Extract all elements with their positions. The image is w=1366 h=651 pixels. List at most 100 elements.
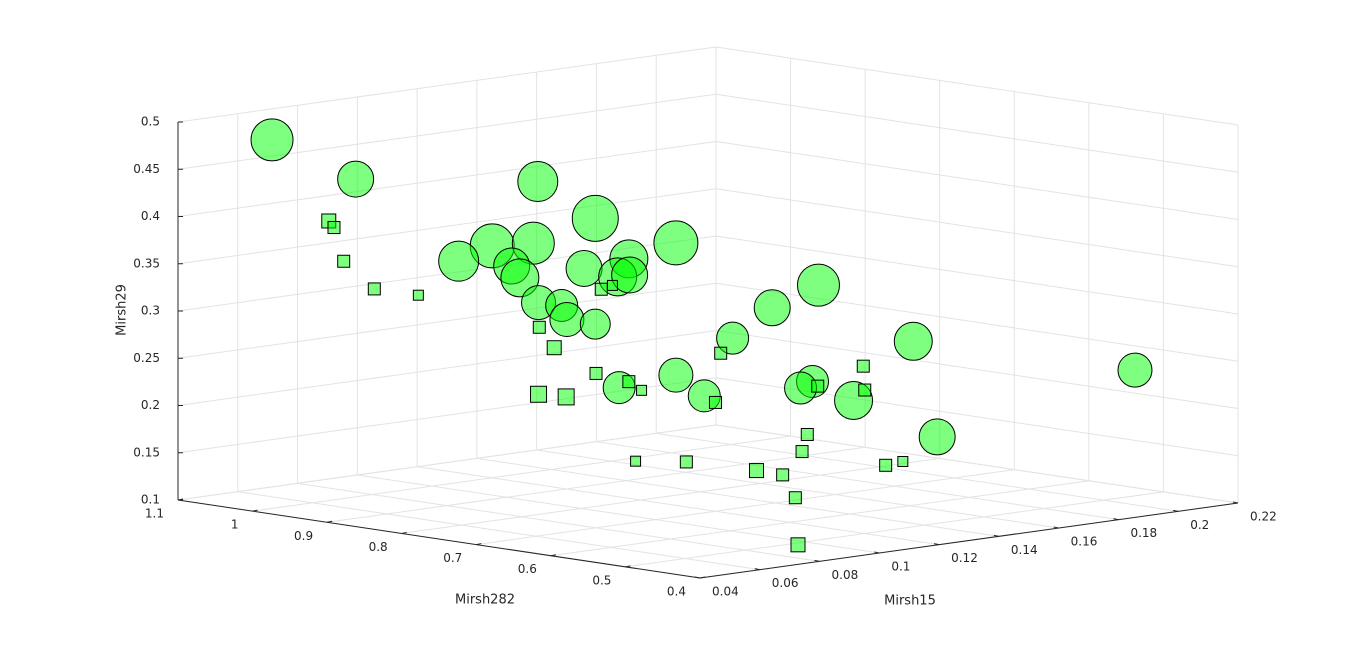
circle-point xyxy=(918,418,956,456)
x-tick-label: 0.12 xyxy=(951,551,978,565)
grid-line xyxy=(237,491,760,571)
y-tick-label: 0.8 xyxy=(369,540,388,554)
y-tick-label: 1 xyxy=(231,518,239,532)
y-tick xyxy=(699,576,706,579)
square-point xyxy=(412,289,424,301)
grid-line xyxy=(177,141,717,217)
grid-line xyxy=(417,466,940,546)
square-point xyxy=(367,282,381,296)
x-tick xyxy=(934,543,940,546)
grid-line xyxy=(596,441,1119,521)
circle-point xyxy=(517,161,559,203)
circle-point xyxy=(893,321,933,361)
z-tick-label: 0.3 xyxy=(141,304,160,318)
y-tick-label: 0.6 xyxy=(518,562,537,576)
square-point xyxy=(630,455,642,467)
y-tick-label: 0.7 xyxy=(443,551,462,565)
square-point xyxy=(557,388,575,406)
y-tick xyxy=(252,509,258,512)
square-point xyxy=(749,463,765,479)
z-tick-label: 0.45 xyxy=(133,162,160,176)
z-tick-label: 0.25 xyxy=(133,351,160,365)
circle-point xyxy=(716,321,750,355)
x-tick-label: 0.2 xyxy=(1190,518,1209,532)
x-tick xyxy=(1173,509,1179,512)
circle-point xyxy=(500,258,540,298)
square-point xyxy=(532,320,546,334)
x-tick-label: 0.22 xyxy=(1250,510,1277,524)
grid-line xyxy=(177,188,717,265)
x-tick xyxy=(1232,501,1239,504)
square-point xyxy=(546,340,562,356)
x-tick xyxy=(754,568,760,571)
y-tick xyxy=(625,565,631,568)
marks xyxy=(250,118,1153,553)
x-axis-line xyxy=(699,502,1239,579)
circle-point xyxy=(438,240,480,282)
circle-point xyxy=(250,118,294,162)
x-tick xyxy=(1053,526,1059,529)
circle-point xyxy=(549,302,585,338)
circle-point xyxy=(565,249,603,287)
circle-point xyxy=(579,308,611,340)
square-point xyxy=(879,458,893,472)
y-axis-label: Mirsh282 xyxy=(455,593,515,608)
grid-line xyxy=(625,491,1164,568)
square-point xyxy=(776,468,790,482)
grid xyxy=(177,46,1239,579)
grid-line xyxy=(715,282,1239,362)
square-point xyxy=(327,221,341,235)
y-tick-label: 0.9 xyxy=(294,529,313,543)
circle-point xyxy=(753,289,791,327)
x-tick-label: 0.08 xyxy=(832,568,859,582)
y-axis-line xyxy=(177,499,701,579)
square-point xyxy=(589,366,603,380)
square-point xyxy=(622,375,636,389)
grid-line xyxy=(715,188,1239,268)
grid-line xyxy=(536,449,1059,529)
grid-line xyxy=(401,457,940,534)
y-tick-label: 0.4 xyxy=(667,585,686,599)
grid-line xyxy=(177,46,717,123)
x-tick-label: 0.16 xyxy=(1071,535,1098,549)
grid-line xyxy=(715,330,1239,409)
z-tick-label: 0.5 xyxy=(141,115,160,129)
square-point xyxy=(636,384,648,396)
z-tick-label: 0.15 xyxy=(133,445,160,459)
grid-line xyxy=(476,469,1015,546)
grid-line xyxy=(177,424,717,501)
square-point xyxy=(606,279,618,291)
grid-line xyxy=(252,435,791,512)
grid-line xyxy=(715,235,1239,315)
y-tick xyxy=(550,554,556,557)
square-point xyxy=(858,383,872,397)
circle-point xyxy=(337,160,375,198)
square-point xyxy=(811,379,825,393)
y-tick-label: 0.5 xyxy=(592,573,611,587)
x-tick xyxy=(1113,518,1119,521)
grid-line xyxy=(177,330,717,406)
x-tick-label: 0.14 xyxy=(1011,543,1038,557)
y-tick xyxy=(327,520,333,523)
x-tick xyxy=(993,534,999,537)
circle-point xyxy=(1117,352,1153,388)
y-tick xyxy=(476,543,482,546)
grid-line xyxy=(715,93,1239,173)
y-tick-label: 1.1 xyxy=(145,507,164,521)
grid-line xyxy=(715,141,1239,220)
grid-line xyxy=(476,457,999,537)
circle-point xyxy=(611,256,649,294)
y-tick xyxy=(401,531,407,534)
grid-line xyxy=(177,282,717,359)
square-point xyxy=(856,359,870,373)
grid-line xyxy=(656,432,1179,512)
grid-line xyxy=(715,46,1239,126)
axes: 0.04 0.06 0.08 0.1 0.12 0.14 0.16 0.18 0.2 0.22 0.… xyxy=(133,115,1276,599)
z-tick-label: 0.2 xyxy=(141,398,160,412)
square-point xyxy=(708,395,722,409)
circle-point xyxy=(653,220,699,266)
square-point xyxy=(679,455,693,469)
square-point xyxy=(714,346,728,360)
z-tick-label: 0.35 xyxy=(133,256,160,270)
